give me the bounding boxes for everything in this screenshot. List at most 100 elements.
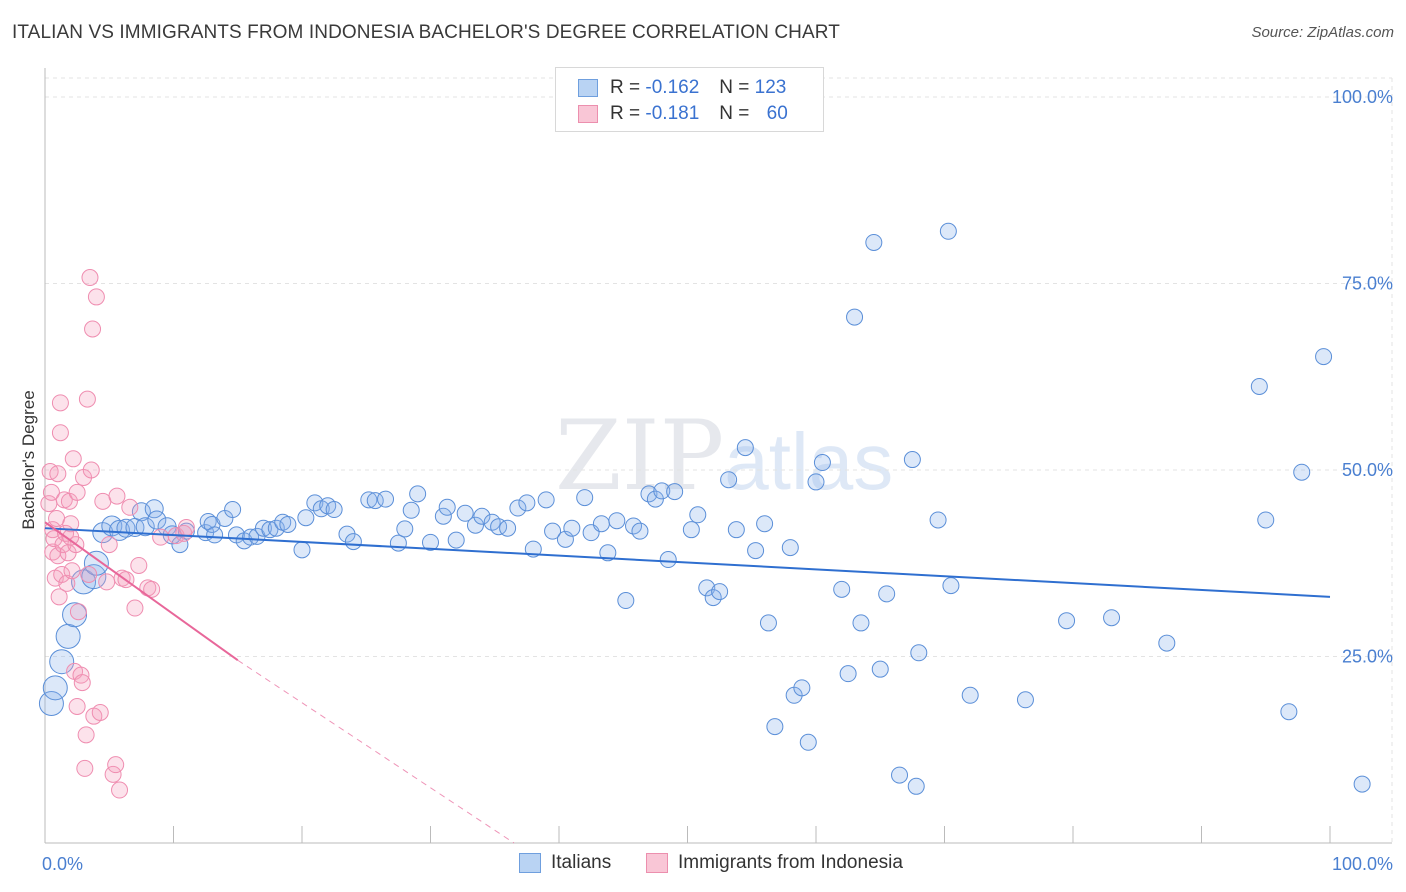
italians-point xyxy=(720,471,738,489)
tick-labels: 25.0% 50.0% 75.0% 100.0% 0.0% 100.0% Bachelor'… xyxy=(19,87,1393,874)
italians-point xyxy=(325,501,343,519)
italians-point xyxy=(846,308,864,326)
italians-point xyxy=(1353,775,1371,793)
italians-point xyxy=(434,507,452,525)
italians-point xyxy=(631,522,649,540)
indonesia-point xyxy=(121,498,139,516)
italians-point xyxy=(456,504,474,522)
indonesia-point xyxy=(48,509,66,527)
legend-r-label: R = xyxy=(610,77,641,98)
italians-point xyxy=(466,516,484,534)
italians-point xyxy=(499,519,517,537)
italians-point xyxy=(409,485,427,503)
series-indonesia xyxy=(40,269,195,799)
indonesia-point xyxy=(81,269,99,287)
italians-point xyxy=(907,777,925,795)
italians-point xyxy=(147,510,167,530)
italians-point xyxy=(537,491,555,509)
italians-point xyxy=(389,534,407,552)
chart-title: ITALIAN VS IMMIGRANTS FROM INDONESIA BAC… xyxy=(12,22,840,43)
correlation-legend: R = -0.162 N = 123 R = -0.181 N = 60 xyxy=(555,67,824,132)
indonesia-point xyxy=(63,562,81,580)
indonesia-point xyxy=(104,765,122,783)
italians-point xyxy=(1103,609,1121,627)
italians-point xyxy=(377,490,395,508)
indonesia-point xyxy=(87,288,105,306)
italians-point xyxy=(756,515,774,533)
italians-point xyxy=(224,501,242,519)
indonesia-point xyxy=(49,547,67,565)
italians-point xyxy=(698,579,716,597)
italians-point xyxy=(682,521,700,539)
indonesia-point xyxy=(152,528,170,546)
italians-point xyxy=(1016,691,1034,709)
italians-point xyxy=(666,483,684,501)
italians-point xyxy=(759,614,777,632)
italians-point xyxy=(617,592,635,610)
italians-point xyxy=(852,614,870,632)
indonesia-point xyxy=(98,573,116,591)
italians-point xyxy=(813,454,831,472)
italians-point xyxy=(297,509,315,527)
italians-point xyxy=(344,533,362,551)
indonesia-point xyxy=(82,461,100,479)
y-tick-label: 100.0% xyxy=(1332,87,1393,107)
legend-r-label: R = xyxy=(610,103,641,124)
series-italians xyxy=(38,222,1371,795)
italians-point xyxy=(910,644,928,662)
italians-point xyxy=(242,528,260,546)
italians-point xyxy=(736,439,754,457)
indonesia-point xyxy=(68,697,86,715)
italians-point xyxy=(563,519,581,537)
legend-swatch-indonesia xyxy=(578,105,598,123)
watermark-zip: ZIP xyxy=(555,400,725,512)
italians-point xyxy=(544,522,562,540)
italians-point xyxy=(929,511,947,529)
italians-point xyxy=(839,665,857,683)
italians-point xyxy=(1250,377,1268,395)
italians-point xyxy=(939,222,957,240)
italians-point xyxy=(438,498,456,516)
italians-point xyxy=(903,451,921,469)
italians-point xyxy=(279,515,297,533)
indonesia-point xyxy=(100,536,118,554)
legend-r-value: -0.162 xyxy=(645,77,700,98)
indonesia-trend-extension xyxy=(237,659,515,844)
bottom-legend-label-italians: Italians xyxy=(551,852,612,873)
italians-point xyxy=(766,718,784,736)
source-credit: Source: ZipAtlas.com xyxy=(1251,24,1394,41)
italians-point xyxy=(807,473,825,491)
italians-point xyxy=(306,494,324,512)
italians-point xyxy=(891,766,909,784)
indonesia-point xyxy=(51,394,69,412)
italians-point xyxy=(38,690,64,716)
italians-point xyxy=(704,589,722,607)
italians-point xyxy=(490,518,508,536)
indonesia-point xyxy=(107,756,125,774)
italians-point xyxy=(135,517,155,537)
italians-point xyxy=(109,519,131,541)
bottom-legend-indonesia: Immigrants from Indonesia xyxy=(646,852,903,874)
indonesia-point xyxy=(91,703,109,721)
legend-row-italians: R = -0.162 N = 123 xyxy=(578,76,786,100)
italians-trend-line xyxy=(44,527,1331,598)
italians-point xyxy=(961,686,979,704)
italians-point xyxy=(865,233,883,251)
axes xyxy=(44,68,1392,844)
italians-point xyxy=(1315,348,1333,366)
italians-point xyxy=(447,531,465,549)
bottom-legend-swatch-indonesia xyxy=(646,853,668,873)
indonesia-point xyxy=(130,556,148,574)
italians-point xyxy=(360,491,378,509)
indonesia-point xyxy=(177,518,195,536)
italians-point xyxy=(144,499,164,519)
italians-point xyxy=(653,482,671,500)
italians-point xyxy=(131,502,151,522)
indonesia-point xyxy=(80,565,98,583)
bottom-legend-label-indonesia: Immigrants from Indonesia xyxy=(678,852,903,873)
italians-point xyxy=(689,506,707,524)
legend-swatch-italians xyxy=(578,79,598,97)
indonesia-trend-line xyxy=(44,521,239,662)
italians-point xyxy=(206,526,224,544)
italians-point xyxy=(42,675,68,701)
